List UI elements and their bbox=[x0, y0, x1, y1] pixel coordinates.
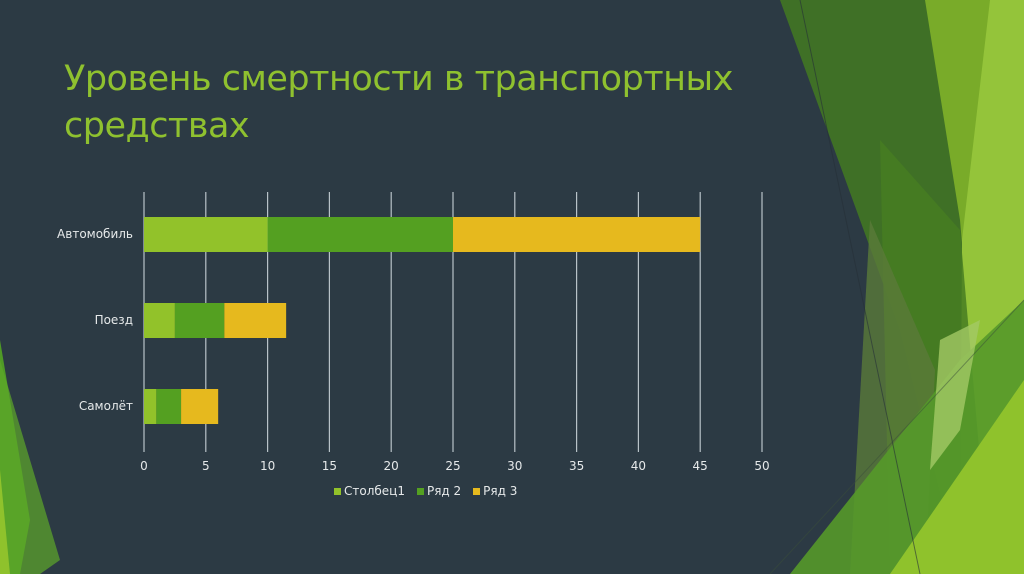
x-tick-label: 0 bbox=[140, 459, 148, 473]
x-tick-label: 25 bbox=[445, 459, 461, 473]
legend-label: Ряд 3 bbox=[483, 484, 518, 498]
x-tick-label: 5 bbox=[201, 459, 210, 473]
bar-segment bbox=[144, 217, 268, 252]
slide-title: Уровень смертности в транспортных средст… bbox=[64, 59, 733, 146]
category-label: Автомобиль bbox=[57, 226, 133, 241]
bar-segment bbox=[144, 303, 175, 338]
x-tick-label: 10 bbox=[259, 459, 276, 473]
legend-swatch-icon bbox=[416, 487, 424, 495]
x-tick-label: 50 bbox=[754, 459, 770, 473]
bar-segment bbox=[181, 389, 219, 424]
x-tick-label: 20 bbox=[383, 459, 399, 473]
x-tick-label: 15 bbox=[321, 459, 338, 473]
bar-segment bbox=[224, 303, 287, 338]
x-tick-label: 35 bbox=[568, 459, 585, 473]
legend-item: Ряд 2 bbox=[416, 484, 462, 498]
bar-segment bbox=[144, 389, 157, 424]
legend-swatch-icon bbox=[473, 487, 481, 495]
x-tick-label: 30 bbox=[507, 459, 523, 473]
legend-label: Столбец1 bbox=[344, 484, 405, 498]
bar-segment bbox=[453, 217, 701, 252]
category-label: Поезд bbox=[94, 312, 133, 327]
x-tick-label: 45 bbox=[692, 459, 708, 473]
bar-segment bbox=[156, 389, 182, 424]
bar-segment bbox=[267, 217, 453, 252]
legend-item: Ряд 3 bbox=[473, 484, 517, 498]
bar-segment bbox=[174, 303, 225, 338]
x-tick-label: 40 bbox=[630, 459, 647, 473]
legend-label: Ряд 2 bbox=[426, 484, 462, 498]
legend-swatch-icon bbox=[334, 487, 341, 495]
legend-item: Столбец1 bbox=[334, 484, 405, 498]
chart-legend: Столбец1 Ряд 2 Ряд 3 bbox=[334, 484, 517, 498]
category-label: Самолёт bbox=[78, 398, 133, 413]
